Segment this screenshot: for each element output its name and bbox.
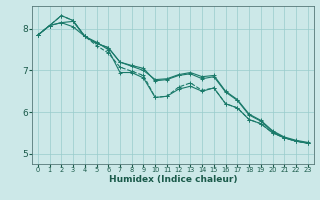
X-axis label: Humidex (Indice chaleur): Humidex (Indice chaleur) — [108, 175, 237, 184]
